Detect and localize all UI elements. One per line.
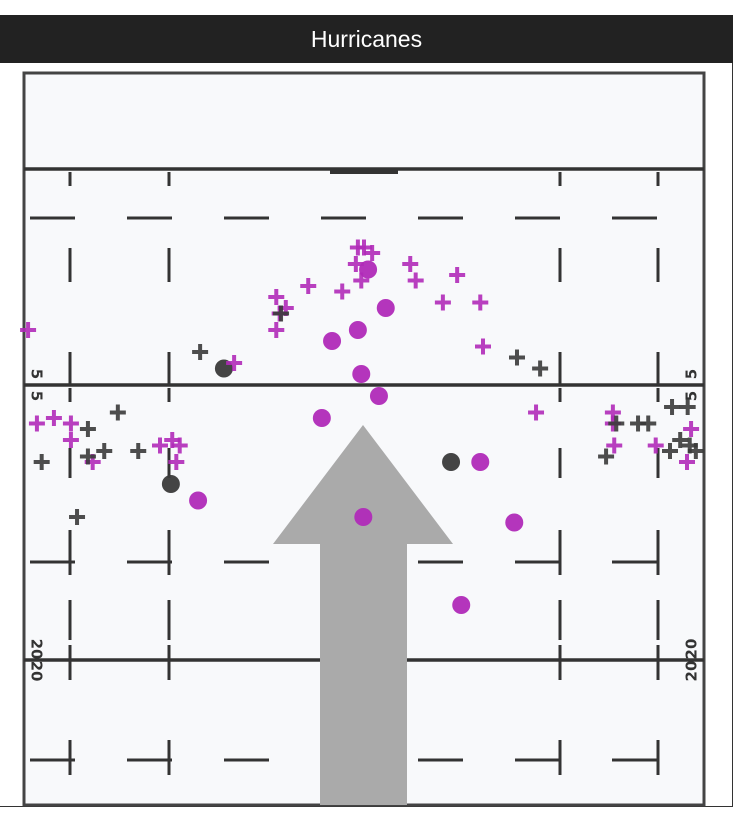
dark-plus-marker	[509, 349, 525, 366]
magenta-plus-marker	[683, 421, 700, 437]
magenta-plus-marker	[434, 294, 451, 311]
magenta-plus-marker	[402, 256, 419, 272]
magenta-plus-marker	[62, 432, 79, 448]
magenta-plus-marker	[168, 454, 185, 470]
magenta-plus-marker	[28, 415, 45, 432]
magenta-plus-marker	[364, 245, 381, 261]
magenta-circle-marker	[312, 409, 331, 427]
magenta-circle-marker	[354, 508, 373, 526]
magenta-circle-marker	[369, 387, 388, 405]
magenta-plus-marker	[528, 404, 545, 421]
magenta-plus-marker	[679, 454, 695, 470]
magenta-circle-marker	[471, 453, 490, 471]
magenta-circle-marker	[452, 596, 471, 614]
dark-circle-marker	[442, 453, 461, 471]
dark-plus-marker	[662, 443, 678, 459]
dark-plus-marker	[109, 404, 126, 421]
yard-number: 20	[28, 639, 46, 660]
yard-number: 5	[683, 391, 701, 401]
yard-number: 5	[28, 391, 46, 401]
magenta-plus-marker	[472, 294, 489, 311]
dark-plus-marker	[192, 344, 209, 360]
yard-number: 20	[683, 661, 701, 682]
magenta-plus-marker	[475, 338, 491, 355]
magenta-plus-marker	[606, 437, 623, 454]
header-title: Hurricanes	[310, 25, 423, 52]
magenta-plus-marker	[449, 267, 466, 283]
magenta-plus-marker	[268, 322, 285, 338]
magenta-plus-marker	[171, 437, 188, 454]
magenta-circle-marker	[376, 299, 395, 317]
dark-plus-marker	[640, 415, 657, 432]
magenta-plus-marker	[226, 355, 243, 371]
yard-number: 5	[28, 369, 46, 379]
dark-plus-marker	[608, 415, 625, 432]
magenta-plus-marker	[356, 239, 372, 256]
magenta-plus-marker	[647, 437, 664, 454]
dark-plus-marker	[79, 421, 96, 437]
magenta-circle-marker	[323, 332, 342, 350]
magenta-plus-marker	[268, 289, 285, 305]
yard-number: 20	[683, 639, 701, 660]
direction-arrow	[273, 425, 453, 805]
magenta-circle-marker	[189, 491, 208, 510]
dark-plus-marker	[33, 454, 50, 470]
dark-plus-marker	[96, 443, 113, 459]
dark-plus-marker	[672, 432, 689, 448]
dark-plus-marker	[69, 509, 86, 525]
dark-plus-marker	[273, 305, 290, 322]
dark-plus-marker	[664, 399, 681, 415]
chart-header: Hurricanes	[0, 15, 733, 63]
magenta-plus-marker	[20, 322, 37, 338]
magenta-circle-marker	[505, 513, 524, 532]
dark-circle-marker	[161, 475, 180, 493]
dark-plus-marker	[130, 443, 147, 459]
magenta-circle-marker	[352, 365, 371, 383]
dark-plus-marker	[598, 448, 615, 465]
magenta-plus-marker	[152, 437, 168, 454]
magenta-circle-marker	[348, 321, 367, 339]
yard-number: 5	[683, 369, 701, 379]
magenta-plus-marker	[347, 256, 364, 272]
magenta-plus-marker	[45, 410, 62, 426]
magenta-plus-marker	[334, 283, 351, 300]
magenta-plus-marker	[300, 278, 317, 294]
magenta-plus-marker	[407, 272, 424, 289]
dark-plus-marker	[79, 448, 96, 465]
dark-plus-marker	[679, 399, 696, 415]
dark-plus-marker	[687, 443, 704, 459]
dark-plus-marker	[532, 360, 549, 377]
magenta-plus-marker	[353, 272, 370, 289]
magenta-plus-marker	[62, 415, 79, 432]
yard-number: 20	[28, 661, 46, 682]
